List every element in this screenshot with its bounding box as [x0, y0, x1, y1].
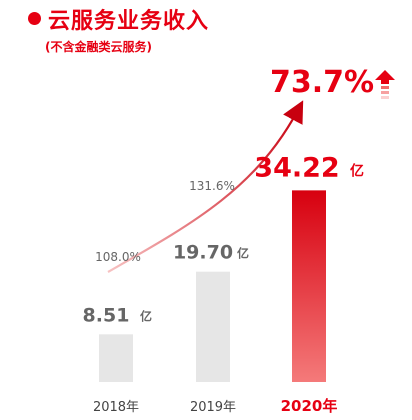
unit-label-2020年: 亿 — [350, 162, 364, 179]
growth-trend-curve — [107, 100, 304, 273]
category-label-2020年: 2020年 — [281, 397, 338, 415]
chart-subtitle: (不含金融类云服务) — [45, 40, 152, 54]
chart-header: 云服务业务收入 (不含金融类云服务) — [0, 0, 412, 70]
growth-rate-2019-2020: 131.6% — [189, 179, 235, 193]
unit-label-2019年: 亿 — [237, 246, 249, 261]
growth-rate-2018-2019: 108.0% — [95, 250, 141, 264]
growth-rate-2020: 73.7% — [270, 65, 375, 100]
value-label-2020年: 34.22 — [254, 152, 339, 183]
category-label-2018年: 2018年 — [93, 400, 139, 415]
bar-2018年 — [99, 334, 133, 382]
bar-2020年 — [292, 190, 326, 382]
chart-title: 云服务业务收入 — [48, 9, 210, 34]
unit-label-2018年: 亿 — [140, 308, 152, 323]
category-label-2019年: 2019年 — [190, 400, 236, 415]
value-label-2018年: 8.51 — [83, 304, 130, 326]
up-arrow-icon — [375, 70, 395, 99]
red-bullet-icon — [28, 12, 41, 25]
bar-2019年 — [196, 271, 230, 382]
value-label-2019年: 19.70 — [173, 242, 233, 264]
